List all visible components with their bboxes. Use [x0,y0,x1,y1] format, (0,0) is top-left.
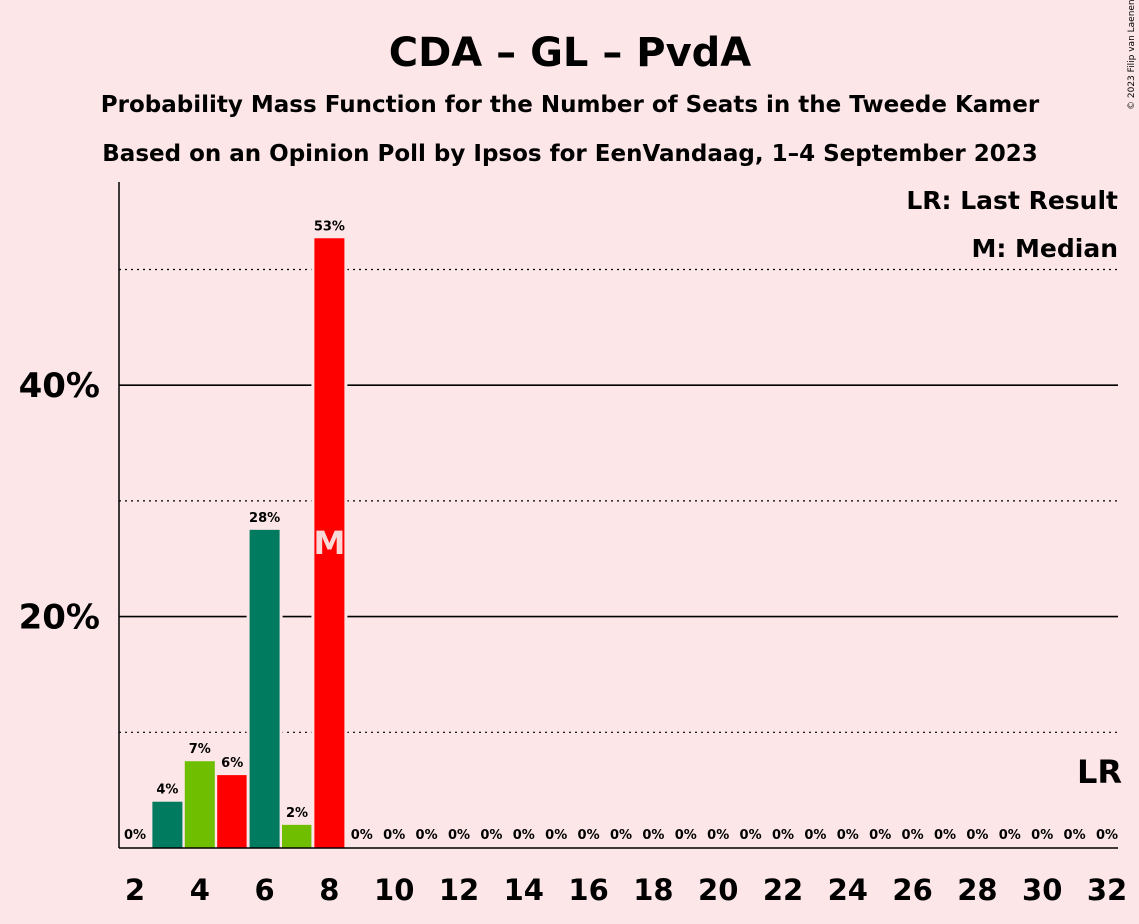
x-tick-label: 10 [374,873,414,907]
x-tick-label: 28 [957,873,997,907]
data-label: 0% [902,828,924,843]
x-tick-label: 30 [1022,873,1062,907]
last-result-marker: LR [1077,753,1122,791]
x-tick-label: 22 [763,873,803,907]
y-tick-label: 20% [19,598,100,638]
data-label: 0% [740,828,762,843]
y-tick-labels: 20% 40% [19,366,100,637]
x-tick-label: 4 [190,873,210,907]
x-tick-label: 26 [892,873,932,907]
y-tick-label: 40% [19,366,100,406]
bar [282,824,312,848]
data-label: 0% [545,828,567,843]
data-labels: 0% 4% 7% 6% 28% 2% 53% 0% 0% 0% 0% 0% 0% 0% 0% 0% 0% 0% 0%… [124,219,1118,843]
data-label: 0% [869,828,891,843]
x-tick-label: 6 [255,873,275,907]
data-label: 28% [249,511,280,526]
x-tick-label: 24 [828,873,868,907]
data-label: 0% [999,828,1021,843]
data-label: 0% [772,828,794,843]
chart-title: CDA – GL – PvdA [389,30,752,76]
data-label: 0% [513,828,535,843]
data-label: 0% [675,828,697,843]
data-label: 0% [1031,828,1053,843]
data-label: 0% [480,828,502,843]
data-label: 53% [314,219,345,234]
data-label: 2% [286,806,308,821]
x-tick-label: 14 [504,873,544,907]
data-label: 6% [221,756,243,771]
chart-subtitle-1: Probability Mass Function for the Number… [101,92,1040,118]
data-label: 0% [383,828,405,843]
gridlines [119,268,1118,733]
data-label: 0% [416,828,438,843]
data-label: 4% [156,783,178,798]
data-label: 7% [189,742,211,757]
chart-subtitle-2: Based on an Opinion Poll by Ipsos for Ee… [102,141,1037,167]
data-label: 0% [934,828,956,843]
median-marker: M [313,524,345,562]
data-label: 0% [448,828,470,843]
data-label: 0% [966,828,988,843]
data-label: 0% [610,828,632,843]
x-tick-label: 20 [698,873,738,907]
x-tick-label: 12 [439,873,479,907]
data-label: 0% [837,828,859,843]
legend-last-result: LR: Last Result [906,186,1118,215]
x-tick-label: 16 [568,873,608,907]
x-tick-labels: 2 4 6 8 10 12 14 16 18 20 22 24 26 28 30 32 [125,873,1127,907]
x-tick-label: 32 [1087,873,1127,907]
data-label: 0% [578,828,600,843]
bars [152,238,348,849]
data-label: 0% [1096,828,1118,843]
data-label: 0% [351,828,373,843]
x-tick-label: 18 [633,873,673,907]
bar [184,761,215,848]
data-label: 0% [1064,828,1086,843]
bar [249,529,280,848]
data-label: 0% [804,828,826,843]
bar [152,801,183,848]
bar [217,775,248,848]
bar [314,238,345,849]
x-tick-label: 8 [319,873,339,907]
legend-median: M: Median [971,234,1118,263]
x-tick-label: 2 [125,873,145,907]
data-label: 0% [124,828,146,843]
copyright-notice: © 2023 Filip van Laenen [1127,0,1137,110]
data-label: 0% [707,828,729,843]
data-label: 0% [642,828,664,843]
